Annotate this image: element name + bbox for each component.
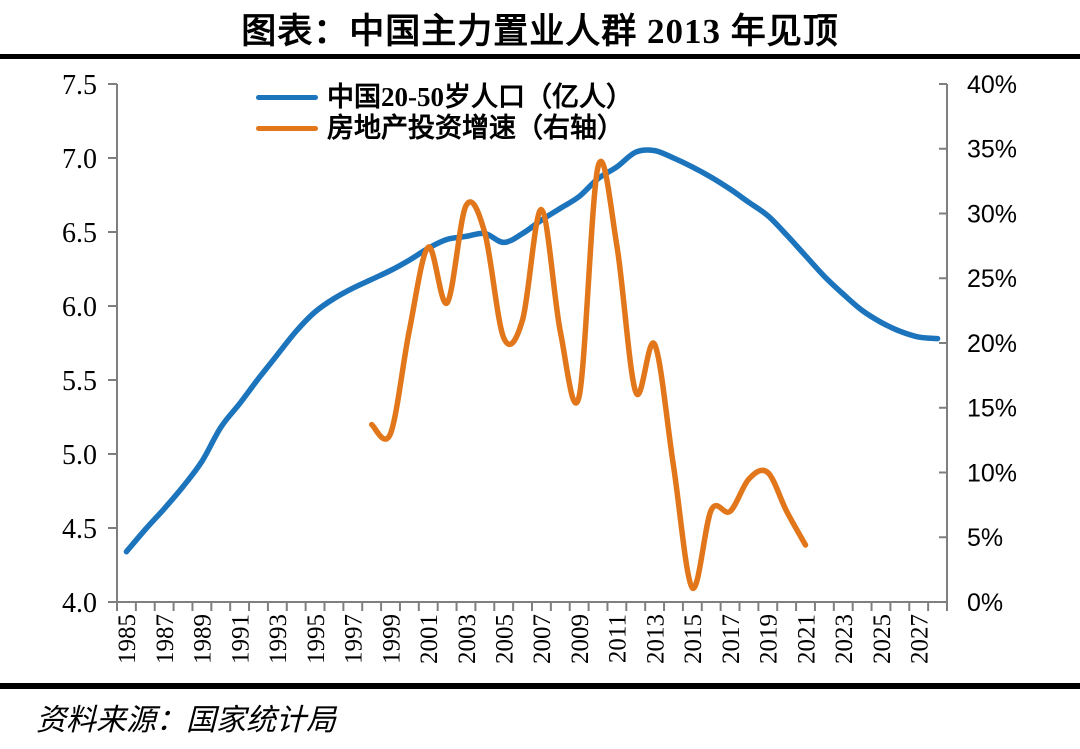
right-axis-label: 20% (967, 330, 1017, 358)
left-axis-ticks: 7.5 7.0 6.5 6.0 5.5 5.0 4.5 4.0 (62, 70, 117, 619)
investment-line (368, 158, 809, 591)
left-axis-label: 7.0 (62, 144, 97, 175)
x-axis-label: 2019 (756, 614, 783, 664)
legend-label-investment: 房地产投资增速（右轴） (327, 113, 624, 143)
left-axis-label: 6.0 (62, 292, 97, 323)
x-axis-label: 1989 (190, 614, 217, 664)
x-axis-label: 2007 (529, 614, 556, 664)
axes (116, 84, 948, 603)
x-axis-label: 2009 (567, 614, 594, 664)
x-axis-label: 1987 (152, 614, 179, 664)
x-axis-label: 1995 (303, 614, 330, 664)
right-axis-label: 30% (967, 200, 1017, 228)
left-axis-label: 4.5 (62, 514, 97, 545)
x-axis-label: 1997 (341, 614, 368, 664)
left-axis-label: 7.5 (62, 70, 97, 101)
title-divider (0, 54, 1080, 59)
right-axis-label: 25% (967, 265, 1017, 293)
population-line (123, 147, 941, 555)
x-axis-label: 1999 (378, 614, 405, 664)
right-axis-ticks: 40% 35% 30% 25% 20% 15% 10% 5% 0% (939, 71, 1017, 617)
x-axis-label: 2027 (906, 614, 933, 664)
x-axis-label: 2025 (869, 614, 896, 664)
right-axis-label: 40% (967, 71, 1017, 99)
x-axis-label: 1991 (227, 614, 254, 664)
x-axis-labels: 1985 1987 1989 1991 1993 1995 1997 1999 2001 2003… (114, 614, 933, 664)
x-axis-label: 2001 (416, 614, 443, 664)
right-axis-label: 15% (967, 395, 1017, 423)
right-axis-label: 35% (967, 136, 1017, 164)
left-axis-label: 5.0 (62, 440, 97, 471)
x-axis-label: 2005 (491, 614, 518, 664)
x-axis-label: 2015 (680, 614, 707, 664)
source-note: 资料来源：国家统计局 (36, 704, 336, 737)
x-axis-label: 2023 (831, 614, 858, 664)
x-axis-ticks (116, 602, 948, 611)
chart-legend: 中国20-50岁人口（亿人） 房地产投资增速（右轴） (256, 82, 633, 144)
investment-line-swatch (256, 126, 318, 131)
x-axis-label: 2003 (454, 614, 481, 664)
chart-title: 图表：中国主力置业人群 2013 年见顶 (241, 12, 839, 51)
x-axis-label: 2013 (642, 614, 669, 664)
left-axis-label: 4.0 (62, 588, 97, 619)
right-axis-label: 10% (967, 459, 1017, 487)
footer-divider (0, 683, 1080, 689)
x-axis-label: 2011 (605, 614, 632, 663)
population-line-swatch (256, 95, 318, 100)
x-axis-label: 1985 (114, 614, 141, 664)
x-axis-label: 2021 (793, 614, 820, 664)
legend-item-investment: 房地产投资增速（右轴） (256, 113, 633, 144)
legend-label-population: 中国20-50岁人口（亿人） (327, 82, 633, 112)
legend-item-population: 中国20-50岁人口（亿人） (256, 82, 633, 113)
x-axis-label: 1993 (265, 614, 292, 664)
x-axis-label: 2017 (718, 614, 745, 664)
right-axis-label: 0% (967, 589, 1003, 617)
right-axis-label: 5% (967, 524, 1003, 552)
left-axis-label: 5.5 (62, 366, 97, 397)
left-axis-label: 6.5 (62, 218, 97, 249)
